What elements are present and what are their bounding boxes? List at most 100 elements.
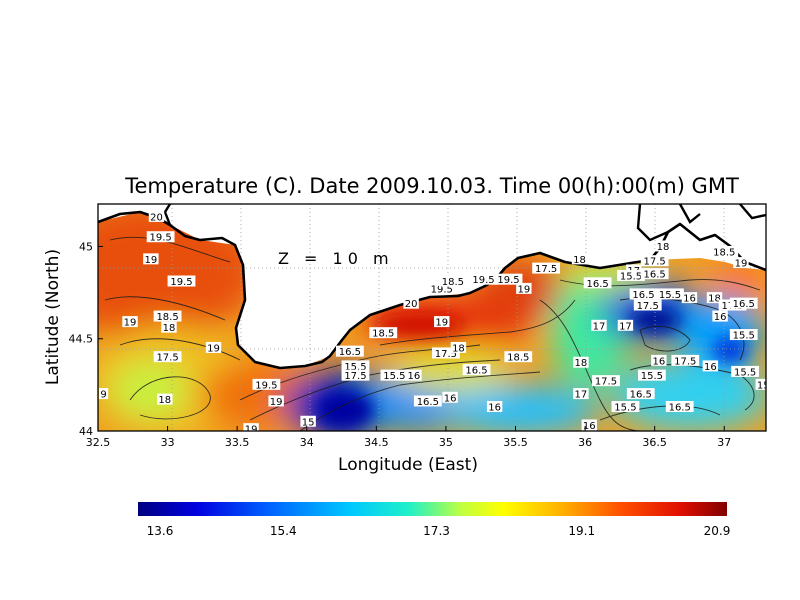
contour-label: 16.5 bbox=[640, 268, 669, 281]
contour-label-text: 16.5 bbox=[339, 347, 361, 358]
contour-label-text: 16.5 bbox=[586, 279, 608, 290]
contour-label: 18 bbox=[573, 356, 589, 369]
contour-label: 19 bbox=[268, 395, 284, 408]
contour-label-text: 19 bbox=[145, 255, 158, 266]
contour-label-box bbox=[671, 354, 700, 366]
contour-label-text: 19 bbox=[435, 318, 448, 329]
contour-labels: 2019.51919.518.5181917.51918919.51919151… bbox=[98, 210, 766, 436]
coastline-north-shore bbox=[636, 204, 766, 242]
contour-label: 17.5 bbox=[532, 262, 561, 275]
contour-label-box bbox=[640, 268, 669, 280]
contour-label: 17.5 bbox=[640, 255, 669, 268]
contour-label-box bbox=[532, 262, 561, 274]
contour-label: 15.5 bbox=[380, 369, 409, 382]
contour-label: 16 bbox=[406, 369, 422, 382]
contour-label: 19 bbox=[205, 341, 222, 354]
contour-label-text: 16.5 bbox=[644, 270, 666, 281]
contour-label: 15 bbox=[755, 378, 766, 391]
contour-label-text: 17 bbox=[575, 390, 588, 401]
contour-label: 18.5 bbox=[438, 275, 467, 288]
contour-label-box bbox=[469, 273, 498, 285]
contour-label: 15 bbox=[300, 415, 316, 428]
y-axis-tick-labels: 44 44.5 45 bbox=[69, 240, 103, 438]
x-tick-label: 32.5 bbox=[86, 436, 111, 449]
contour-label: 15.5 bbox=[341, 360, 370, 373]
contour-label: 19.5 bbox=[427, 282, 456, 295]
colorbar bbox=[138, 502, 727, 516]
y-tick-label: 45 bbox=[79, 240, 93, 253]
contour-label-text: 19.5 bbox=[472, 275, 494, 286]
contour-label-text: 19.5 bbox=[497, 275, 519, 286]
contour-label: 19.5 bbox=[494, 273, 523, 286]
contour-label-text: 17 bbox=[593, 321, 606, 332]
contour-label-box bbox=[729, 297, 758, 309]
contour-label-box bbox=[681, 292, 698, 304]
x-tick-label: 35 bbox=[439, 436, 453, 449]
x-axis-tick-labels: 32.5 33 33.5 34 34.5 35 35.5 36 36.5 37 bbox=[86, 426, 731, 449]
contour-label-box bbox=[729, 329, 758, 341]
contour-label-text: 18 bbox=[163, 323, 176, 334]
contour-label-text: 16.5 bbox=[630, 390, 652, 401]
contour-label-box bbox=[611, 401, 640, 413]
contour-label-box bbox=[617, 319, 634, 331]
contour-label-text: 16 bbox=[444, 393, 457, 404]
contour-label-text: 19 bbox=[517, 284, 530, 295]
contour-label: 19.5 bbox=[469, 273, 498, 286]
contour-label-text: 17 bbox=[619, 321, 632, 332]
contour-label: 17 bbox=[617, 319, 634, 332]
contour-label: 18 bbox=[161, 321, 177, 334]
contour-label: 16.5 bbox=[665, 401, 694, 414]
contour-label: 16.5 bbox=[413, 395, 442, 408]
contour-label: 17 bbox=[591, 319, 607, 332]
contour-label-box bbox=[122, 316, 138, 328]
grid-lines bbox=[98, 204, 766, 431]
contour-label-text: 16.5 bbox=[669, 403, 691, 414]
contour-label-text: 16 bbox=[408, 371, 421, 382]
contour-label-text: 19.5 bbox=[149, 233, 171, 244]
contour-label: 17.5 bbox=[153, 351, 182, 364]
contour-label-box bbox=[161, 321, 177, 333]
contour-label-box bbox=[369, 327, 398, 339]
contour-label-text: 17.5 bbox=[156, 353, 178, 364]
x-axis-label: Longitude (East) bbox=[338, 455, 478, 475]
x-tick-label: 34 bbox=[300, 436, 314, 449]
contour-label: 19.5 bbox=[252, 378, 281, 391]
contour-label-text: 15.5 bbox=[659, 290, 681, 301]
contour-label-box bbox=[403, 297, 419, 309]
contour-label-box bbox=[205, 341, 222, 353]
contour-label-box bbox=[581, 419, 597, 431]
contour-label-box bbox=[583, 277, 612, 289]
contour-label-box bbox=[438, 275, 467, 287]
colorbar-tick-labels: 13.6 15.4 17.3 19.1 20.9 bbox=[147, 524, 731, 538]
contour-label-box bbox=[252, 378, 281, 390]
colorbar-tick-label: 20.9 bbox=[704, 524, 731, 538]
colorbar-tick-label: 17.3 bbox=[423, 524, 450, 538]
contour-label-box bbox=[640, 255, 669, 267]
contour-label-box bbox=[442, 391, 458, 403]
coastline-crimea-west bbox=[163, 204, 172, 226]
contour-label-box bbox=[706, 292, 723, 304]
contour-label-text: 15.5 bbox=[344, 362, 366, 373]
contour-label: 16.5 bbox=[729, 297, 758, 310]
contour-label: 17.5 bbox=[341, 369, 370, 382]
contour-label-text: 16.5 bbox=[465, 366, 487, 377]
contour-label-text: 19 bbox=[245, 425, 258, 436]
contour-label-box bbox=[494, 273, 523, 285]
contour-label: 19 bbox=[516, 282, 532, 295]
contour-label-text: 18.5 bbox=[507, 353, 529, 364]
depth-label: Z = 10 m bbox=[278, 249, 394, 268]
contour-label-text: 18.5 bbox=[713, 247, 735, 258]
contour-label-text: 16 bbox=[683, 294, 696, 305]
x-tick-label: 35.5 bbox=[503, 436, 528, 449]
contour-label-box bbox=[573, 388, 589, 400]
contour-label-box bbox=[626, 388, 655, 400]
contour-label-text: 9 bbox=[100, 390, 106, 401]
contour-label-text: 18 bbox=[158, 395, 171, 406]
contour-label: 18 bbox=[157, 393, 173, 406]
contour-label-box bbox=[153, 310, 182, 322]
contour-label-text: 17.5 bbox=[435, 349, 457, 360]
contour-label-box bbox=[651, 354, 667, 366]
contour-label: 15.5 bbox=[637, 369, 666, 382]
contour-label: 18 bbox=[655, 240, 671, 253]
